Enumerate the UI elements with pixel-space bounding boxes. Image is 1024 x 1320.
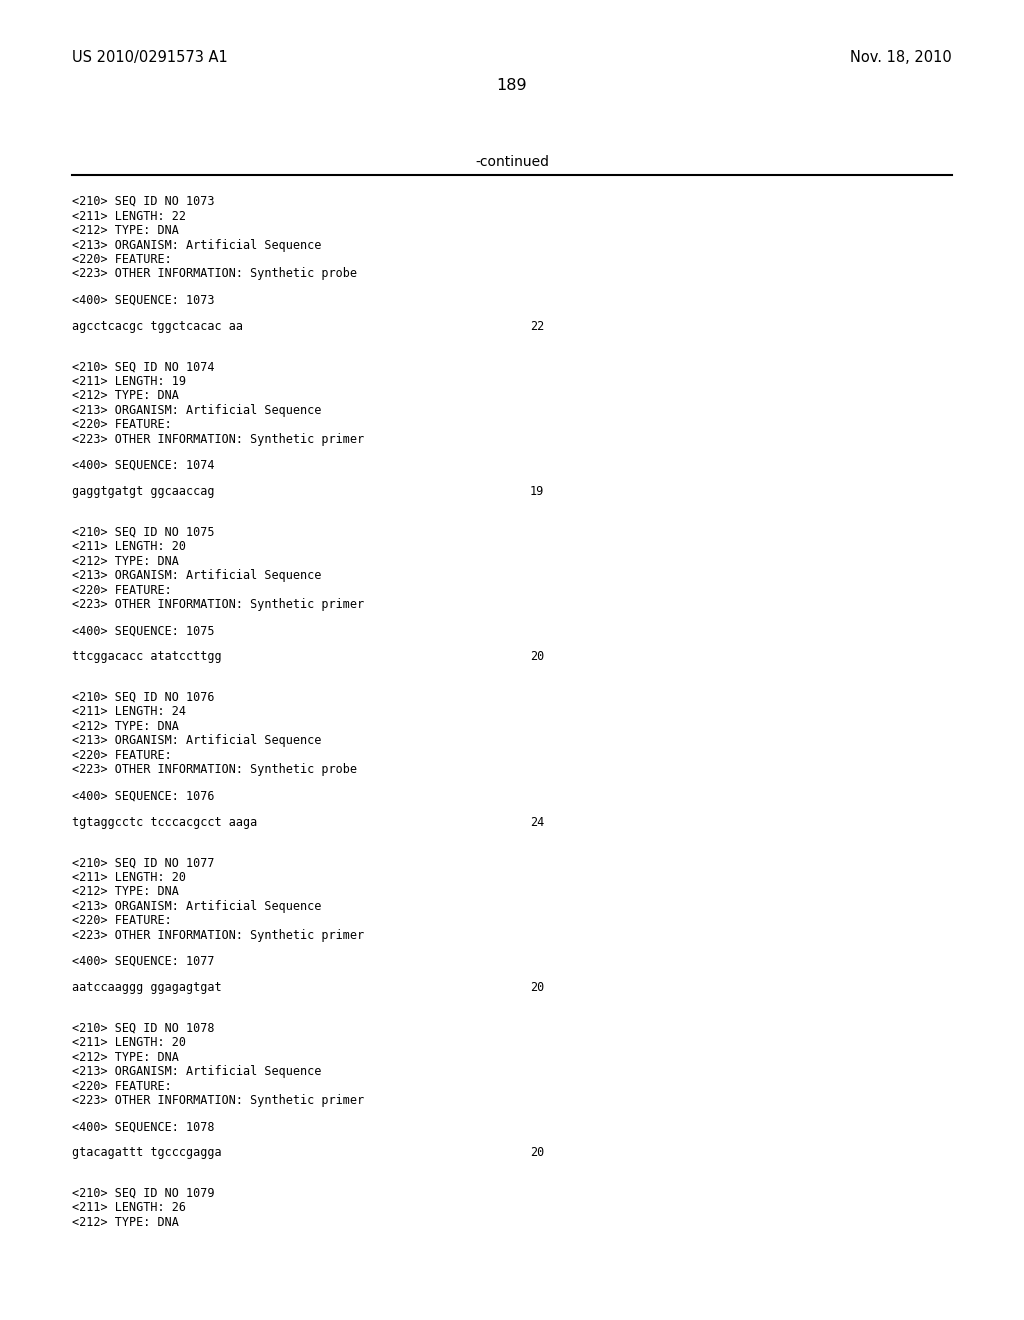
Text: <212> TYPE: DNA: <212> TYPE: DNA <box>72 1051 179 1064</box>
Text: <211> LENGTH: 19: <211> LENGTH: 19 <box>72 375 186 388</box>
Text: <211> LENGTH: 20: <211> LENGTH: 20 <box>72 871 186 883</box>
Text: Nov. 18, 2010: Nov. 18, 2010 <box>850 50 952 65</box>
Text: <223> OTHER INFORMATION: Synthetic probe: <223> OTHER INFORMATION: Synthetic probe <box>72 268 357 281</box>
Text: <211> LENGTH: 26: <211> LENGTH: 26 <box>72 1201 186 1214</box>
Text: <210> SEQ ID NO 1076: <210> SEQ ID NO 1076 <box>72 690 214 704</box>
Text: <212> TYPE: DNA: <212> TYPE: DNA <box>72 389 179 403</box>
Text: <213> ORGANISM: Artificial Sequence: <213> ORGANISM: Artificial Sequence <box>72 239 322 252</box>
Text: <400> SEQUENCE: 1078: <400> SEQUENCE: 1078 <box>72 1121 214 1133</box>
Text: <223> OTHER INFORMATION: Synthetic probe: <223> OTHER INFORMATION: Synthetic probe <box>72 763 357 776</box>
Text: <223> OTHER INFORMATION: Synthetic primer: <223> OTHER INFORMATION: Synthetic prime… <box>72 598 365 611</box>
Text: <212> TYPE: DNA: <212> TYPE: DNA <box>72 886 179 898</box>
Text: gtacagattt tgcccgagga: gtacagattt tgcccgagga <box>72 1146 221 1159</box>
Text: <213> ORGANISM: Artificial Sequence: <213> ORGANISM: Artificial Sequence <box>72 1065 322 1078</box>
Text: <210> SEQ ID NO 1075: <210> SEQ ID NO 1075 <box>72 525 214 539</box>
Text: ttcggacacc atatccttgg: ttcggacacc atatccttgg <box>72 651 221 664</box>
Text: <210> SEQ ID NO 1079: <210> SEQ ID NO 1079 <box>72 1187 214 1200</box>
Text: <213> ORGANISM: Artificial Sequence: <213> ORGANISM: Artificial Sequence <box>72 734 322 747</box>
Text: <220> FEATURE:: <220> FEATURE: <box>72 418 172 432</box>
Text: <220> FEATURE:: <220> FEATURE: <box>72 253 172 267</box>
Text: <400> SEQUENCE: 1073: <400> SEQUENCE: 1073 <box>72 293 214 306</box>
Text: 20: 20 <box>530 651 544 664</box>
Text: <220> FEATURE:: <220> FEATURE: <box>72 1080 172 1093</box>
Text: <211> LENGTH: 24: <211> LENGTH: 24 <box>72 705 186 718</box>
Text: <212> TYPE: DNA: <212> TYPE: DNA <box>72 554 179 568</box>
Text: <211> LENGTH: 22: <211> LENGTH: 22 <box>72 210 186 223</box>
Text: agcctcacgc tggctcacac aa: agcctcacgc tggctcacac aa <box>72 319 243 333</box>
Text: <220> FEATURE:: <220> FEATURE: <box>72 748 172 762</box>
Text: <400> SEQUENCE: 1077: <400> SEQUENCE: 1077 <box>72 954 214 968</box>
Text: <213> ORGANISM: Artificial Sequence: <213> ORGANISM: Artificial Sequence <box>72 404 322 417</box>
Text: 19: 19 <box>530 484 544 498</box>
Text: <211> LENGTH: 20: <211> LENGTH: 20 <box>72 1036 186 1049</box>
Text: tgtaggcctc tcccacgcct aaga: tgtaggcctc tcccacgcct aaga <box>72 816 257 829</box>
Text: <223> OTHER INFORMATION: Synthetic primer: <223> OTHER INFORMATION: Synthetic prime… <box>72 1094 365 1107</box>
Text: <212> TYPE: DNA: <212> TYPE: DNA <box>72 224 179 238</box>
Text: <400> SEQUENCE: 1076: <400> SEQUENCE: 1076 <box>72 789 214 803</box>
Text: aatccaaggg ggagagtgat: aatccaaggg ggagagtgat <box>72 981 221 994</box>
Text: <210> SEQ ID NO 1073: <210> SEQ ID NO 1073 <box>72 195 214 209</box>
Text: <220> FEATURE:: <220> FEATURE: <box>72 915 172 927</box>
Text: <400> SEQUENCE: 1075: <400> SEQUENCE: 1075 <box>72 624 214 638</box>
Text: <210> SEQ ID NO 1078: <210> SEQ ID NO 1078 <box>72 1022 214 1035</box>
Text: <213> ORGANISM: Artificial Sequence: <213> ORGANISM: Artificial Sequence <box>72 569 322 582</box>
Text: <213> ORGANISM: Artificial Sequence: <213> ORGANISM: Artificial Sequence <box>72 900 322 912</box>
Text: <210> SEQ ID NO 1077: <210> SEQ ID NO 1077 <box>72 857 214 869</box>
Text: <223> OTHER INFORMATION: Synthetic primer: <223> OTHER INFORMATION: Synthetic prime… <box>72 929 365 941</box>
Text: gaggtgatgt ggcaaccag: gaggtgatgt ggcaaccag <box>72 484 214 498</box>
Text: US 2010/0291573 A1: US 2010/0291573 A1 <box>72 50 227 65</box>
Text: <210> SEQ ID NO 1074: <210> SEQ ID NO 1074 <box>72 360 214 374</box>
Text: 24: 24 <box>530 816 544 829</box>
Text: <223> OTHER INFORMATION: Synthetic primer: <223> OTHER INFORMATION: Synthetic prime… <box>72 433 365 446</box>
Text: <211> LENGTH: 20: <211> LENGTH: 20 <box>72 540 186 553</box>
Text: 189: 189 <box>497 78 527 92</box>
Text: <212> TYPE: DNA: <212> TYPE: DNA <box>72 1216 179 1229</box>
Text: <220> FEATURE:: <220> FEATURE: <box>72 583 172 597</box>
Text: 20: 20 <box>530 1146 544 1159</box>
Text: <400> SEQUENCE: 1074: <400> SEQUENCE: 1074 <box>72 459 214 473</box>
Text: <212> TYPE: DNA: <212> TYPE: DNA <box>72 719 179 733</box>
Text: -continued: -continued <box>475 154 549 169</box>
Text: 20: 20 <box>530 981 544 994</box>
Text: 22: 22 <box>530 319 544 333</box>
